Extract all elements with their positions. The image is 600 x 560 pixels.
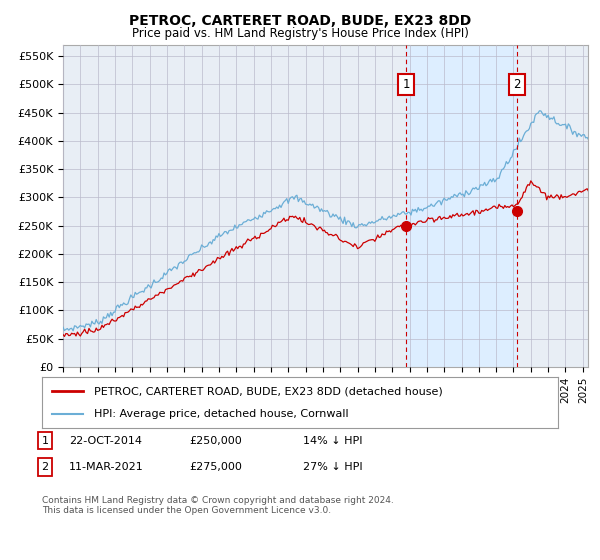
Text: PETROC, CARTERET ROAD, BUDE, EX23 8DD: PETROC, CARTERET ROAD, BUDE, EX23 8DD — [129, 14, 471, 28]
Text: Price paid vs. HM Land Registry's House Price Index (HPI): Price paid vs. HM Land Registry's House … — [131, 27, 469, 40]
Text: PETROC, CARTERET ROAD, BUDE, EX23 8DD (detached house): PETROC, CARTERET ROAD, BUDE, EX23 8DD (d… — [94, 386, 442, 396]
Text: 27% ↓ HPI: 27% ↓ HPI — [303, 462, 362, 472]
Text: 2: 2 — [513, 78, 521, 91]
Text: 2: 2 — [41, 462, 49, 472]
Text: 22-OCT-2014: 22-OCT-2014 — [69, 436, 142, 446]
Text: HPI: Average price, detached house, Cornwall: HPI: Average price, detached house, Corn… — [94, 409, 348, 419]
Text: £275,000: £275,000 — [189, 462, 242, 472]
Text: 14% ↓ HPI: 14% ↓ HPI — [303, 436, 362, 446]
Text: 1: 1 — [41, 436, 49, 446]
Text: Contains HM Land Registry data © Crown copyright and database right 2024.
This d: Contains HM Land Registry data © Crown c… — [42, 496, 394, 515]
Bar — [406, 45, 517, 367]
Text: 11-MAR-2021: 11-MAR-2021 — [69, 462, 144, 472]
Text: £250,000: £250,000 — [189, 436, 242, 446]
Text: 1: 1 — [403, 78, 410, 91]
